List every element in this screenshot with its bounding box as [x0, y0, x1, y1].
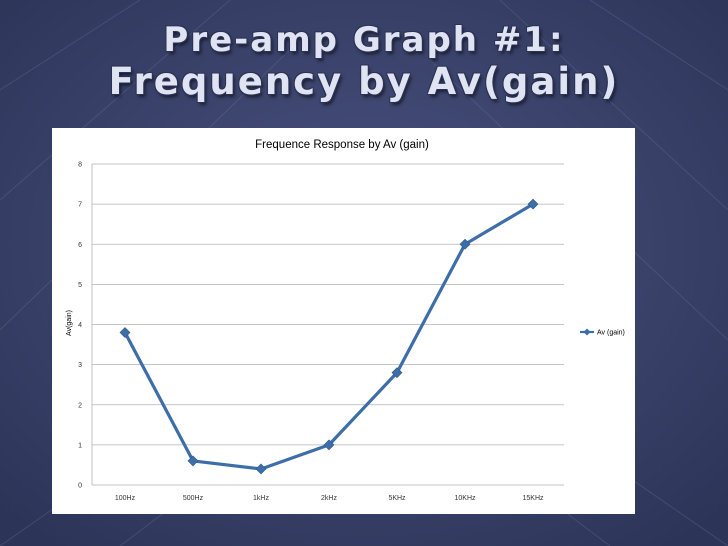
series-av-gain	[119, 198, 539, 475]
legend: Av (gain)	[580, 328, 625, 337]
chart-panel: Frequence Response by Av (gain) 0 1 2 3 4 5 6 7…	[52, 128, 635, 514]
x-tick-label: 100Hz	[115, 495, 136, 502]
chart-title: Frequence Response by Av (gain)	[255, 139, 429, 151]
x-tick-label: 15KHz	[522, 495, 544, 502]
y-tick-label: 5	[78, 282, 82, 289]
data-point-diamond	[527, 198, 539, 210]
legend-diamond-icon	[583, 328, 591, 336]
y-tick-label: 6	[78, 242, 82, 249]
x-tick-label: 1kHz	[253, 495, 269, 502]
data-point-diamond	[187, 455, 199, 467]
y-tick-label: 4	[78, 322, 82, 329]
x-tick-label: 10KHz	[454, 495, 476, 502]
grid-lines	[91, 163, 564, 486]
data-point-diamond	[255, 463, 267, 475]
y-tick-label: 8	[78, 162, 82, 169]
x-tick-label: 5KHz	[388, 495, 406, 502]
y-axis-ticks: 0 1 2 3 4 5 6 7 8	[78, 162, 82, 490]
x-axis-ticks: 100Hz 500Hz 1kHz 2kHz 5KHz 10KHz 15KHz	[115, 495, 544, 502]
data-point-diamond	[323, 439, 335, 451]
data-point-diamond	[119, 327, 131, 338]
y-tick-label: 2	[78, 402, 82, 409]
slide-title-line2: Frequency by Av(gain)	[108, 60, 620, 103]
data-point-diamond	[459, 238, 471, 250]
x-tick-label: 500Hz	[183, 495, 204, 502]
y-axis-label: Av(gain)	[66, 310, 73, 336]
series-line	[123, 202, 534, 471]
data-point-diamond	[391, 367, 403, 379]
line-chart: Frequence Response by Av (gain) 0 1 2 3 4 5 6 7…	[66, 139, 625, 502]
legend-entry-av-gain: Av (gain)	[597, 330, 625, 337]
y-tick-label: 3	[78, 362, 82, 369]
slide-title-line1: Pre-amp Graph #1:	[163, 20, 565, 60]
y-tick-label: 1	[78, 442, 82, 449]
y-tick-label: 0	[78, 483, 82, 490]
x-tick-label: 2kHz	[321, 495, 337, 502]
y-tick-label: 7	[78, 202, 82, 209]
